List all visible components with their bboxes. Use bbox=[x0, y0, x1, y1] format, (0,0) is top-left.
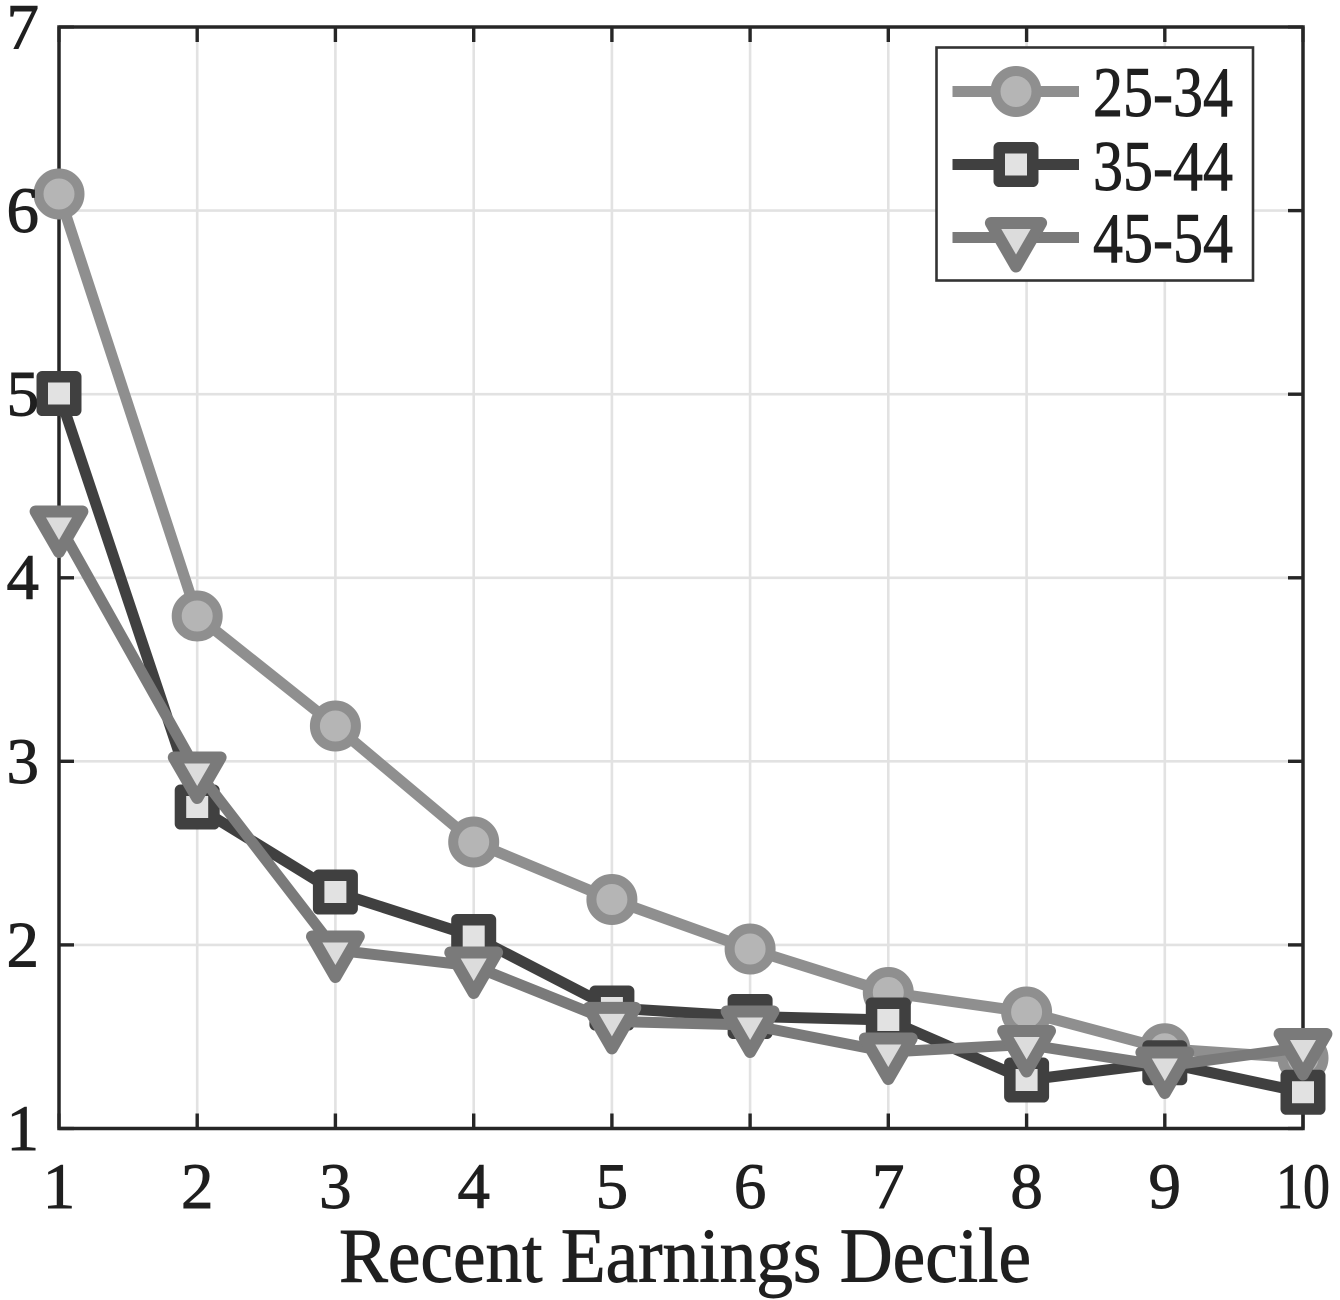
svg-text:6: 6 bbox=[734, 1151, 767, 1223]
svg-text:10: 10 bbox=[1276, 1151, 1330, 1223]
svg-text:35-44: 35-44 bbox=[1093, 128, 1233, 206]
svg-text:6: 6 bbox=[7, 175, 40, 247]
svg-text:3: 3 bbox=[319, 1151, 352, 1223]
svg-text:25-34: 25-34 bbox=[1093, 54, 1233, 132]
svg-text:5: 5 bbox=[7, 359, 40, 431]
svg-text:5: 5 bbox=[596, 1151, 629, 1223]
svg-text:4: 4 bbox=[457, 1151, 490, 1223]
svg-text:2: 2 bbox=[181, 1151, 214, 1223]
svg-text:Recent Earnings Decile: Recent Earnings Decile bbox=[339, 1213, 1031, 1299]
svg-text:3: 3 bbox=[7, 726, 40, 798]
svg-text:8: 8 bbox=[1010, 1151, 1043, 1223]
svg-text:4: 4 bbox=[7, 542, 40, 614]
svg-text:7: 7 bbox=[7, 0, 40, 64]
svg-text:9: 9 bbox=[1149, 1151, 1182, 1223]
svg-text:1: 1 bbox=[7, 1093, 40, 1165]
svg-text:7: 7 bbox=[872, 1151, 905, 1223]
svg-text:2: 2 bbox=[7, 909, 40, 981]
svg-text:45-54: 45-54 bbox=[1093, 200, 1233, 278]
svg-text:1: 1 bbox=[43, 1151, 76, 1223]
